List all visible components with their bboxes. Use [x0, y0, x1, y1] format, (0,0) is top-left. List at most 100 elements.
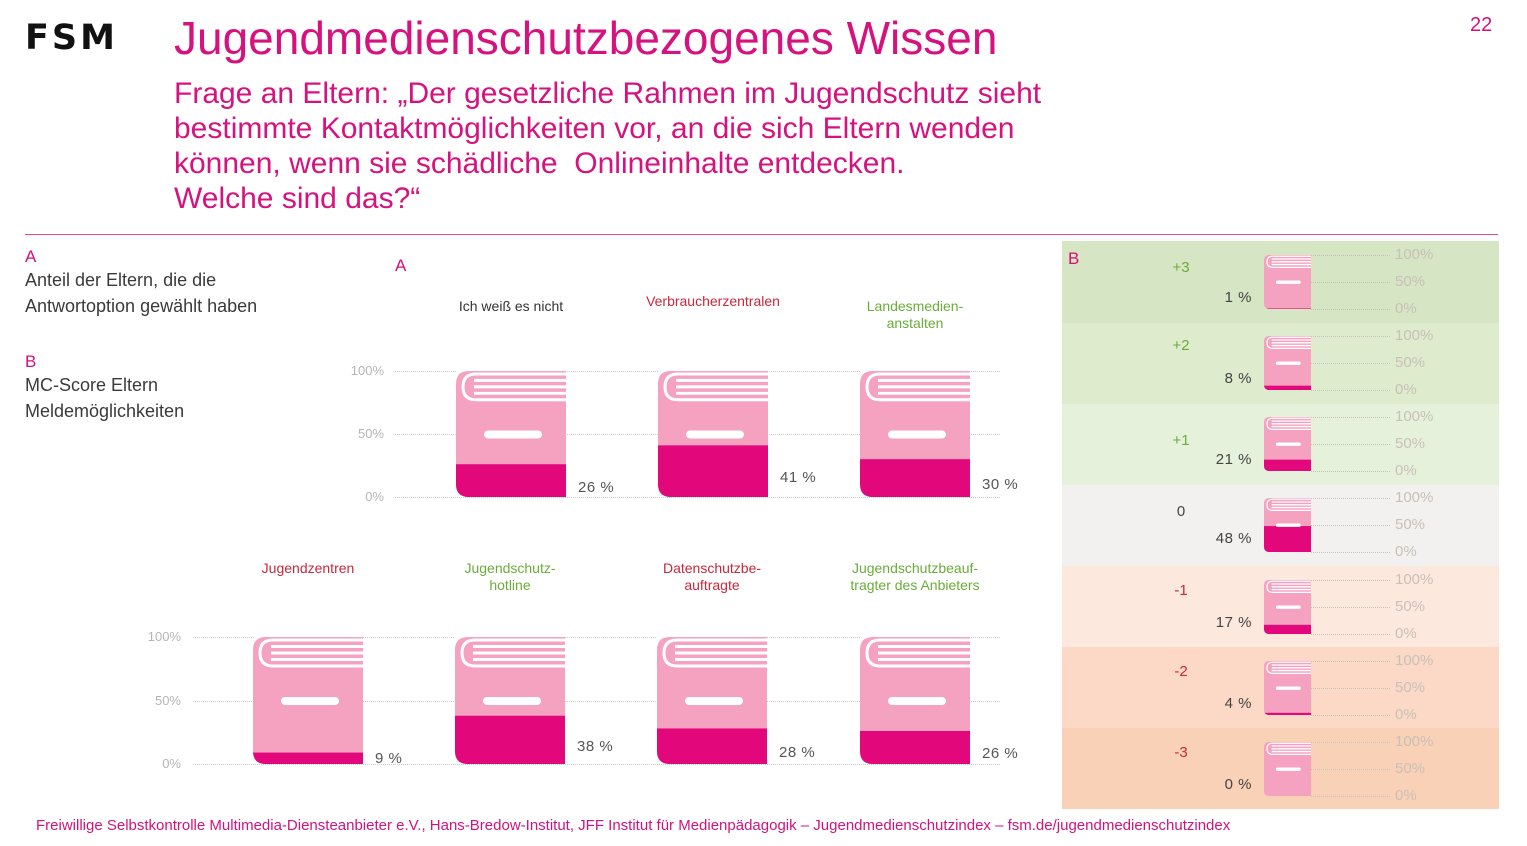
legend-b-text: MC-Score Eltern Meldemöglichkeiten	[25, 375, 185, 421]
bar-fill	[1264, 385, 1311, 391]
data-label: 4 %	[1224, 694, 1252, 712]
bar-fill	[1264, 308, 1311, 309]
gridline	[1311, 471, 1390, 473]
bar-book	[1264, 498, 1311, 557]
book-pages-edge	[1266, 255, 1311, 268]
gridline	[1311, 498, 1390, 500]
book-pages-edge	[865, 372, 970, 402]
bar-fill	[1264, 624, 1311, 634]
bar-book	[1264, 417, 1311, 476]
book-label-bar	[483, 697, 541, 705]
book-icon	[860, 637, 970, 764]
page-title: Jugendmedienschutzbezogenes Wissen	[174, 12, 998, 64]
y-tick-label: 50%	[1395, 273, 1426, 290]
chart-b-panel: 100% 50% 0% -3 0 % 100% 50% 0% -2 4 % 100% 50% 0% -1 1…	[1062, 241, 1499, 810]
book-pages-edge	[663, 372, 768, 402]
bar-book	[1264, 741, 1311, 801]
y-tick-label: 100%	[1395, 489, 1434, 507]
gridline	[1311, 255, 1390, 256]
y-tick-label: 0%	[1395, 624, 1417, 642]
bar-fill	[860, 459, 970, 497]
book-icon	[1264, 255, 1311, 309]
category-label: Jugendschutz- hotline	[464, 560, 556, 593]
chart-a-marker: A	[395, 256, 407, 275]
book-label-bar	[1275, 523, 1301, 528]
legend-a-letter: A	[25, 247, 37, 266]
book-pages-edge	[662, 638, 767, 668]
gridline	[1311, 606, 1390, 608]
book-icon	[1264, 660, 1311, 715]
y-tick-label: 50%	[1395, 597, 1426, 615]
bar-fill	[658, 445, 768, 497]
book-label-bar	[686, 430, 744, 439]
category-label: Jugendschutzbeauf- tragter des Anbieters	[850, 560, 980, 593]
y-tick-label: 100%	[1395, 570, 1434, 588]
book-label-bar	[1275, 361, 1301, 366]
page-number: 22	[1470, 14, 1493, 36]
category-label: Jugendzentren	[261, 560, 355, 576]
bar-book	[1264, 255, 1311, 314]
footer-credits: Freiwillige Selbstkontrolle Multimedia-D…	[36, 817, 1231, 834]
gridline	[1311, 579, 1390, 581]
y-tick-label: 100%	[350, 363, 384, 378]
bar-fill	[455, 715, 565, 764]
bar-book	[253, 637, 363, 764]
bar-book	[860, 371, 970, 497]
gridline	[1311, 552, 1390, 554]
book-icon	[1264, 741, 1311, 796]
y-tick-label: 50%	[1395, 435, 1426, 453]
bar-fill	[657, 728, 767, 764]
data-label: 9 %	[375, 750, 403, 767]
bar-book	[455, 637, 565, 764]
gridline	[1311, 282, 1390, 283]
fsm-logo: FSM	[25, 18, 118, 58]
bar-book	[860, 637, 970, 764]
book-label-bar	[484, 430, 542, 439]
y-tick-label: 50%	[1395, 354, 1426, 372]
category-label: Datenschutzbe- auftragte	[662, 560, 762, 593]
gridline	[1311, 336, 1390, 338]
book-label-bar	[1275, 605, 1301, 609]
bar-book	[658, 371, 768, 497]
data-label: 21 %	[1215, 451, 1252, 469]
book-pages-edge	[1266, 661, 1311, 674]
gridline	[1311, 525, 1390, 527]
bar-book	[1264, 660, 1311, 720]
y-tick-label: 100%	[147, 629, 181, 644]
y-tick-label: 0%	[1395, 786, 1417, 804]
book-label-bar	[888, 697, 946, 705]
gridline	[1311, 309, 1390, 310]
gridline	[1311, 363, 1390, 365]
bar-fill	[456, 464, 566, 497]
score-row: 100% 50% 0% +3 1 %	[1062, 241, 1499, 323]
score-row: 100% 50% 0% -3 0 %	[1062, 727, 1499, 810]
y-tick-label: 0%	[1395, 300, 1417, 317]
data-label: 38 %	[577, 737, 614, 755]
gridline	[1311, 417, 1390, 419]
book-icon	[1264, 417, 1311, 472]
gridline	[193, 764, 1000, 765]
legend-a-text: Anteil der Eltern, die die Antwortoption…	[25, 270, 258, 316]
chart-b-marker: B	[1068, 249, 1080, 268]
gridline	[1311, 390, 1390, 392]
book-label-bar	[1275, 767, 1301, 771]
bar-fill	[253, 752, 363, 764]
book-icon	[1264, 336, 1311, 391]
bar-book	[1264, 336, 1311, 395]
book-label-bar	[888, 430, 946, 439]
score-row: 100% 50% 0% +1 21 %	[1062, 403, 1499, 485]
gridline	[1311, 660, 1390, 662]
book-label-bar	[1275, 280, 1301, 284]
data-label: 0 %	[1224, 775, 1252, 793]
data-label: 26 %	[578, 478, 615, 496]
book-pages-edge	[1266, 742, 1311, 755]
book-pages-edge	[460, 638, 565, 668]
book-icon	[657, 637, 767, 764]
score-label: +1	[1172, 432, 1190, 450]
data-label: 26 %	[982, 745, 1019, 763]
book-icon	[1264, 579, 1311, 634]
y-tick-label: 50%	[154, 692, 181, 708]
gridline	[1311, 768, 1390, 770]
score-label: 0	[1176, 503, 1186, 521]
y-tick-label: 100%	[1395, 408, 1434, 426]
